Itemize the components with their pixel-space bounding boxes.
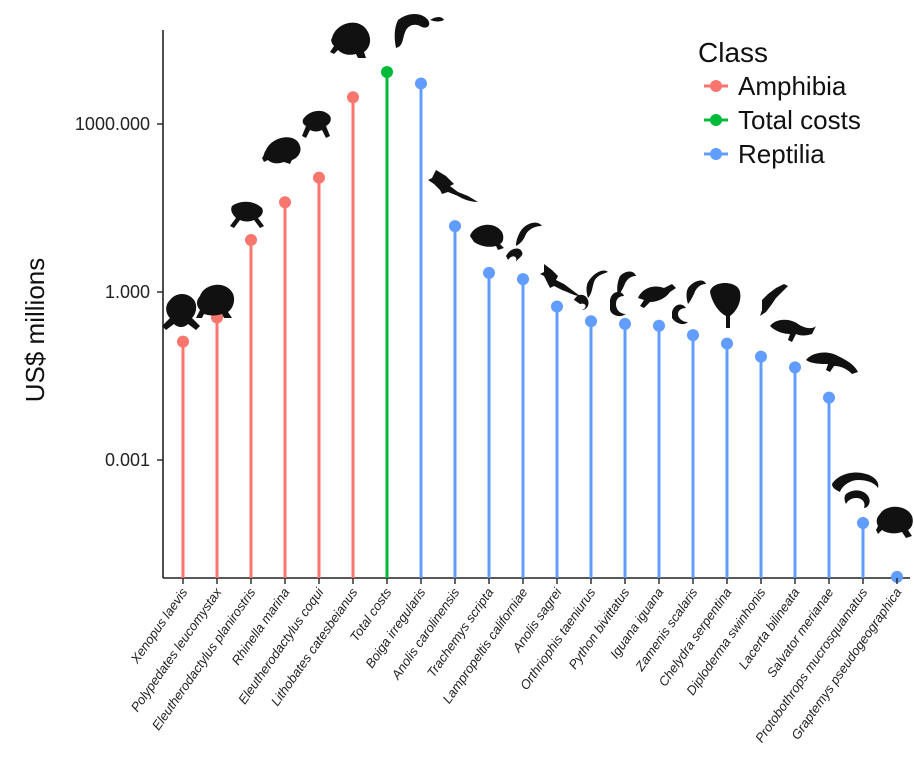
turtle-silhouette-icon [710, 283, 741, 328]
lollipop-point [347, 91, 359, 104]
y-tick-label: 1.000 [105, 282, 150, 302]
legend-dot-amphibia [710, 80, 722, 92]
snake-silhouette-icon [610, 271, 636, 317]
x-tick-label: Lacerta bilineata [735, 585, 802, 672]
turtle-silhouette-icon [876, 506, 913, 538]
lollipop-point [279, 196, 291, 209]
toad-silhouette-icon [262, 137, 301, 164]
lollipop-point [891, 570, 903, 583]
lizard-silhouette-icon [540, 264, 580, 296]
legend-title: Class [698, 37, 768, 68]
snake-silhouette-icon [832, 472, 879, 508]
lollipop-point [653, 319, 665, 332]
lollipop-point [585, 315, 597, 328]
toad-silhouette-icon [196, 284, 235, 318]
legend-label: Total costs [738, 105, 861, 135]
lollipop-point [619, 317, 631, 330]
frog-silhouette-icon [230, 201, 264, 228]
x-tick-label: Python bivittatus [565, 585, 632, 672]
frog-silhouette-icon [162, 294, 200, 330]
lollipop-point [483, 266, 495, 279]
bullfrog-silhouette-icon [330, 22, 371, 58]
lollipop-point [313, 171, 325, 184]
lollipop-point [721, 337, 733, 350]
lollipop-point [857, 516, 869, 529]
legend-label: Reptilia [738, 139, 825, 169]
turtle-silhouette-icon [470, 224, 504, 250]
legend-dot-total [710, 114, 722, 126]
lollipop-point [755, 350, 767, 363]
lollipop-point [789, 361, 801, 374]
lizard-silhouette-icon [760, 284, 788, 316]
animal-silhouettes [162, 14, 913, 538]
snake-silhouette-icon [672, 280, 706, 325]
snake-silhouette-icon [574, 270, 608, 310]
y-axis-title: US$ millions [20, 258, 50, 403]
lollipop-point [177, 335, 189, 348]
lollipop-point [415, 77, 427, 90]
lizard-silhouette-icon [428, 170, 478, 202]
lizard-silhouette-icon [806, 352, 858, 374]
snake-silhouette-icon [394, 14, 444, 48]
legend: Class Amphibia Total costs Reptilia [698, 37, 861, 169]
snake-silhouette-icon [506, 222, 542, 262]
lollipop-point [551, 300, 563, 313]
lollipop-point [449, 220, 461, 233]
lollipop-point [823, 391, 835, 404]
lollipop-point [687, 329, 699, 342]
iguana-silhouette-icon [638, 284, 676, 308]
lizard-silhouette-icon [770, 319, 816, 342]
legend-label: Amphibia [738, 71, 847, 101]
y-tick-label: 1000.000 [75, 114, 150, 134]
frog-silhouette-icon [302, 110, 331, 138]
lollipop-point [517, 273, 529, 286]
lollipop-point [381, 65, 393, 78]
lollipop-point [245, 233, 257, 246]
y-tick-label: 0.001 [105, 450, 150, 470]
legend-dot-reptilia [710, 148, 722, 160]
